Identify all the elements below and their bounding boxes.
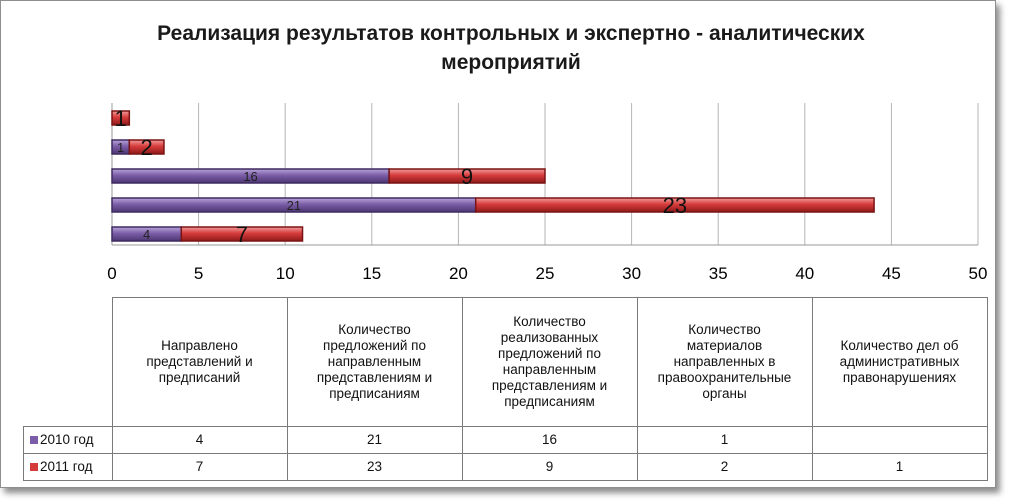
bar-data-label: 4 — [143, 227, 150, 242]
bar-data-label: 9 — [461, 164, 473, 189]
bar-2011 — [474, 197, 875, 213]
data-table-corner — [23, 297, 113, 427]
x-tick-label: 25 — [536, 264, 555, 283]
chart-title: Реализация результатов контрольных и экс… — [157, 22, 865, 74]
bar-2011 — [128, 139, 165, 155]
category-header: Направлено представлений и предписаний — [111, 297, 288, 427]
legend-entry-2011: 2011 год — [23, 452, 113, 481]
bar-data-label: 1 — [117, 140, 124, 155]
x-axis-ticks: 0 5 10 15 20 25 30 35 40 45 50 — [107, 264, 987, 283]
bar-data-label: 1 — [115, 106, 127, 131]
bar-2011 — [388, 168, 546, 184]
series-name: 2011 год — [40, 458, 93, 474]
table-cell: 16 — [461, 425, 638, 454]
category-header: Количество дел об административных право… — [811, 297, 988, 427]
table-cell: 9 — [461, 452, 638, 481]
category-header: Количество материалов направленных в пра… — [636, 297, 813, 427]
x-tick-label: 30 — [622, 264, 641, 283]
bar-2011 — [180, 226, 304, 242]
x-tick-label: 15 — [362, 264, 381, 283]
table-cell: 23 — [286, 452, 463, 481]
table-cell — [811, 425, 988, 454]
table-cell: 2 — [636, 452, 813, 481]
x-tick-label: 5 — [194, 264, 203, 283]
series-name: 2010 год — [40, 431, 94, 447]
data-table: Направлено представлений и предписаний К… — [23, 297, 988, 481]
legend-swatch-red — [30, 462, 38, 471]
x-tick-label: 0 — [107, 264, 116, 283]
category-header: Количество предложений по направленным п… — [286, 297, 463, 427]
bar-data-label: 7 — [236, 222, 248, 247]
x-tick-label: 50 — [969, 264, 988, 283]
x-tick-label: 35 — [709, 264, 728, 283]
legend-swatch-purple — [30, 435, 38, 444]
bar-data-label: 23 — [663, 193, 687, 218]
x-tick-label: 10 — [276, 264, 295, 283]
table-cell: 7 — [111, 452, 288, 481]
table-cell: 1 — [811, 452, 988, 481]
bar-data-label: 21 — [287, 198, 301, 213]
x-tick-label: 20 — [449, 264, 468, 283]
table-cell: 1 — [636, 425, 813, 454]
data-table-row-2010: 2010 год 4 21 16 1 — [23, 425, 988, 454]
table-cell: 21 — [286, 425, 463, 454]
data-table-row-2011: 2011 год 7 23 9 2 1 — [23, 452, 988, 481]
data-table-header-row: Направлено представлений и предписаний К… — [23, 297, 988, 427]
category-header: Количество реализованных предложений по … — [461, 297, 638, 427]
x-tick-label: 45 — [882, 264, 901, 283]
x-tick-label: 40 — [795, 264, 814, 283]
bar-data-label: 2 — [141, 135, 153, 160]
chart-frame: Реализация результатов контрольных и экс… — [0, 0, 996, 488]
bars — [111, 110, 875, 242]
bar-2011 — [111, 110, 131, 126]
table-cell: 4 — [111, 425, 288, 454]
legend-entry-2010: 2010 год — [23, 425, 113, 454]
bar-data-label: 16 — [243, 169, 257, 184]
